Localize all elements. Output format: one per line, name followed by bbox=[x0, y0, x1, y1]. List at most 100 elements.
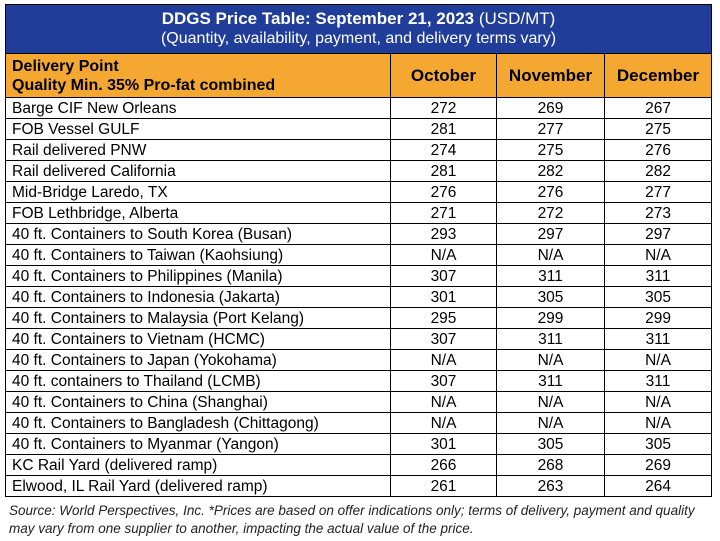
price-table: DDGS Price Table: September 21, 2023 (US… bbox=[4, 4, 713, 497]
table-row: Elwood, IL Rail Yard (delivered ramp) 261… bbox=[5, 475, 713, 497]
table-row: 40 ft. Containers to Vietnam (HCMC) 307 31… bbox=[5, 328, 713, 350]
december-price-cell: 305 bbox=[603, 286, 713, 308]
delivery-point-cell: 40 ft. Containers to Bangladesh (Chittag… bbox=[5, 412, 391, 434]
december-price-cell: 311 bbox=[603, 328, 713, 350]
table-row: FOB Lethbridge, Alberta 271 272 273 bbox=[5, 202, 713, 224]
delivery-point-cell: KC Rail Yard (delivered ramp) bbox=[5, 454, 391, 476]
table-row: 40 ft. Containers to Taiwan (Kaohsiung) N… bbox=[5, 244, 713, 266]
price-table-frame: DDGS Price Table: September 21, 2023 (US… bbox=[4, 4, 713, 497]
november-price-cell: 311 bbox=[496, 328, 605, 350]
october-price-cell: 281 bbox=[390, 160, 497, 182]
december-price-cell: 299 bbox=[603, 307, 713, 329]
table-row: 40 ft. containers to Thailand (LCMB) 307 3… bbox=[5, 370, 713, 392]
table-row: 40 ft. Containers to Indonesia (Jakarta)… bbox=[5, 286, 713, 308]
table-row: Rail delivered PNW 274 275 276 bbox=[5, 139, 713, 161]
december-price-cell: 282 bbox=[603, 160, 713, 182]
table-subtitle: (Quantity, availability, payment, and de… bbox=[160, 30, 557, 47]
delivery-point-cell: Rail delivered PNW bbox=[5, 139, 391, 161]
table-title-banner: DDGS Price Table: September 21, 2023 (US… bbox=[4, 4, 713, 54]
november-price-cell: 299 bbox=[496, 307, 605, 329]
october-price-cell: 301 bbox=[390, 433, 497, 455]
november-price-cell: N/A bbox=[496, 412, 605, 434]
december-price-cell: 267 bbox=[603, 97, 713, 119]
table-row: FOB Vessel GULF 281 277 275 bbox=[5, 118, 713, 140]
delivery-point-cell: 40 ft. Containers to Vietnam (HCMC) bbox=[5, 328, 391, 350]
december-price-cell: 305 bbox=[603, 433, 713, 455]
delivery-point-cell: 40 ft. Containers to China (Shanghai) bbox=[5, 391, 391, 413]
delivery-point-cell: 40 ft. containers to Thailand (LCMB) bbox=[5, 370, 391, 392]
october-price-cell: 307 bbox=[390, 328, 497, 350]
december-price-cell: 311 bbox=[603, 265, 713, 287]
table-row: Mid-Bridge Laredo, TX 276 276 277 bbox=[5, 181, 713, 203]
table-row: Rail delivered California 281 282 282 bbox=[5, 160, 713, 182]
october-price-cell: 261 bbox=[390, 475, 497, 497]
december-price-cell: N/A bbox=[603, 412, 713, 434]
table-body: Barge CIF New Orleans 272 269 267 FOB Vessel… bbox=[5, 97, 713, 497]
month-header-october: October bbox=[390, 53, 497, 98]
october-price-cell: 272 bbox=[390, 97, 497, 119]
table-row: 40 ft. Containers to South Korea (Busan)… bbox=[5, 223, 713, 245]
october-price-cell: N/A bbox=[390, 244, 497, 266]
december-price-cell: 297 bbox=[603, 223, 713, 245]
delivery-point-cell: 40 ft. Containers to Taiwan (Kaohsiung) bbox=[5, 244, 391, 266]
table-row: 40 ft. Containers to Malaysia (Port Kela… bbox=[5, 307, 713, 329]
delivery-point-cell: Rail delivered California bbox=[5, 160, 391, 182]
table-row: 40 ft. Containers to Bangladesh (Chittag… bbox=[5, 412, 713, 434]
october-price-cell: 271 bbox=[390, 202, 497, 224]
december-price-cell: 276 bbox=[603, 139, 713, 161]
november-price-cell: 282 bbox=[496, 160, 605, 182]
october-price-cell: 307 bbox=[390, 370, 497, 392]
table-row: 40 ft. Containers to Philippines (Manila… bbox=[5, 265, 713, 287]
delivery-point-cell: 40 ft. Containers to South Korea (Busan) bbox=[5, 223, 391, 245]
table-row: 40 ft. Containers to Japan (Yokohama) N/A… bbox=[5, 349, 713, 371]
delivery-point-cell: FOB Vessel GULF bbox=[5, 118, 391, 140]
december-price-cell: 273 bbox=[603, 202, 713, 224]
october-price-cell: 307 bbox=[390, 265, 497, 287]
december-price-cell: 311 bbox=[603, 370, 713, 392]
column-header-row: Delivery Point Quality Min. 35% Pro-fat … bbox=[5, 53, 713, 98]
title-main: DDGS Price Table: September 21, 2023 bbox=[161, 9, 475, 28]
november-price-cell: 275 bbox=[496, 139, 605, 161]
delivery-point-label: Delivery Point bbox=[12, 57, 119, 75]
november-price-cell: 305 bbox=[496, 433, 605, 455]
table-row: KC Rail Yard (delivered ramp) 266 268 269 bbox=[5, 454, 713, 476]
delivery-point-header: Delivery Point Quality Min. 35% Pro-fat … bbox=[5, 53, 391, 98]
november-price-cell: 268 bbox=[496, 454, 605, 476]
november-price-cell: 272 bbox=[496, 202, 605, 224]
december-price-cell: 269 bbox=[603, 454, 713, 476]
quality-label: Quality Min. 35% Pro-fat combined bbox=[12, 76, 276, 94]
table-row: Barge CIF New Orleans 272 269 267 bbox=[5, 97, 713, 119]
november-price-cell: 276 bbox=[496, 181, 605, 203]
december-price-cell: 264 bbox=[603, 475, 713, 497]
november-price-cell: N/A bbox=[496, 349, 605, 371]
title-unit: (USD/MT) bbox=[474, 9, 556, 28]
october-price-cell: N/A bbox=[390, 412, 497, 434]
delivery-point-cell: 40 ft. Containers to Myanmar (Yangon) bbox=[5, 433, 391, 455]
october-price-cell: 293 bbox=[390, 223, 497, 245]
delivery-point-cell: Elwood, IL Rail Yard (delivered ramp) bbox=[5, 475, 391, 497]
october-price-cell: 266 bbox=[390, 454, 497, 476]
table-row: 40 ft. Containers to China (Shanghai) N/A… bbox=[5, 391, 713, 413]
october-price-cell: 281 bbox=[390, 118, 497, 140]
november-price-cell: 263 bbox=[496, 475, 605, 497]
delivery-point-cell: FOB Lethbridge, Alberta bbox=[5, 202, 391, 224]
october-price-cell: N/A bbox=[390, 391, 497, 413]
november-price-cell: N/A bbox=[496, 391, 605, 413]
november-price-cell: 269 bbox=[496, 97, 605, 119]
delivery-point-cell: Barge CIF New Orleans bbox=[5, 97, 391, 119]
october-price-cell: 301 bbox=[390, 286, 497, 308]
month-header-december: December bbox=[603, 53, 713, 98]
delivery-point-cell: Mid-Bridge Laredo, TX bbox=[5, 181, 391, 203]
october-price-cell: 295 bbox=[390, 307, 497, 329]
month-header-november: November bbox=[496, 53, 605, 98]
november-price-cell: 305 bbox=[496, 286, 605, 308]
october-price-cell: N/A bbox=[390, 349, 497, 371]
december-price-cell: 277 bbox=[603, 181, 713, 203]
december-price-cell: N/A bbox=[603, 391, 713, 413]
source-footnote: Source: World Perspectives, Inc. *Prices… bbox=[9, 503, 695, 536]
delivery-point-cell: 40 ft. Containers to Indonesia (Jakarta) bbox=[5, 286, 391, 308]
october-price-cell: 276 bbox=[390, 181, 497, 203]
november-price-cell: N/A bbox=[496, 244, 605, 266]
december-price-cell: N/A bbox=[603, 349, 713, 371]
table-row: 40 ft. Containers to Myanmar (Yangon) 301… bbox=[5, 433, 713, 455]
